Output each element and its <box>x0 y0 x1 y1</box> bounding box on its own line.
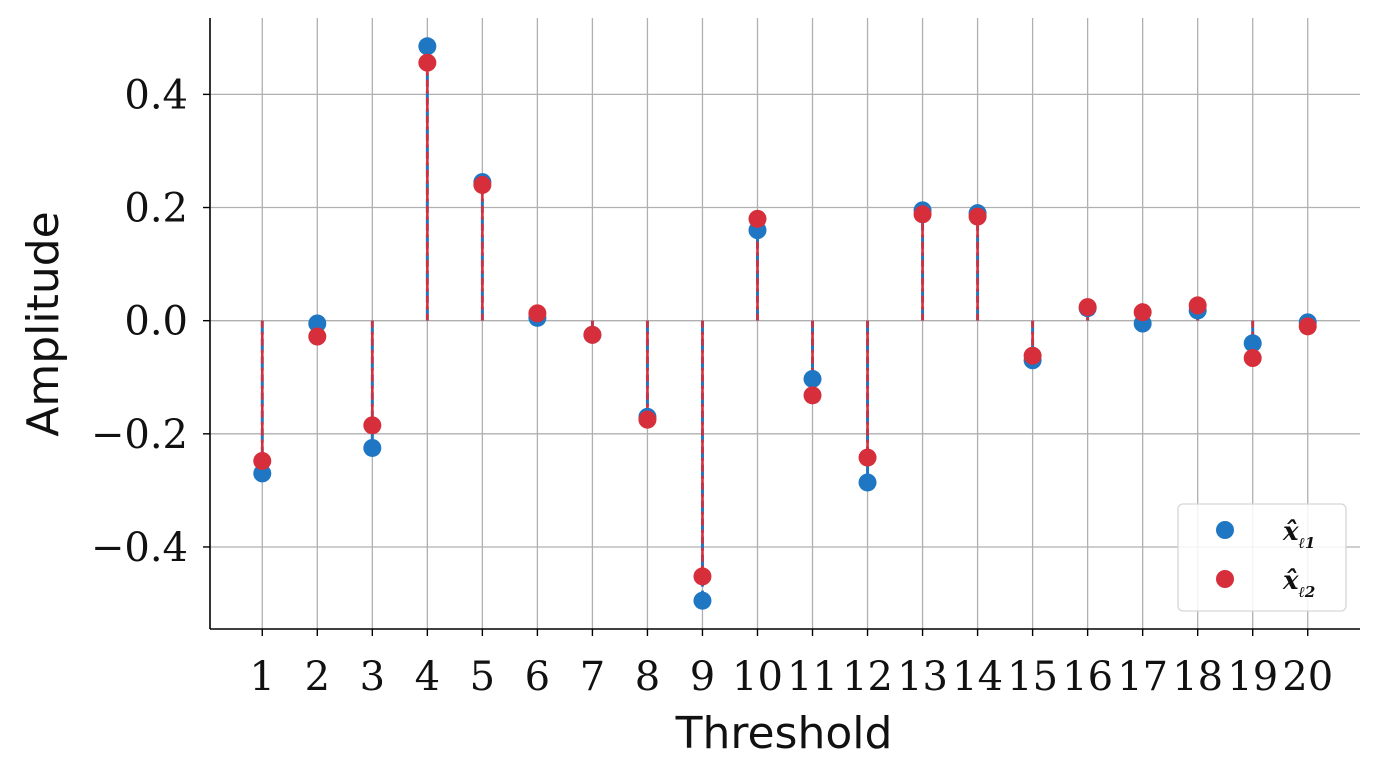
marker-l2-19 <box>1243 349 1262 368</box>
marker-l2-18 <box>1188 296 1207 315</box>
marker-l2-10 <box>748 209 767 228</box>
y-axis-label: Amplitude <box>18 211 69 436</box>
legend-marker-l1 <box>1216 521 1234 539</box>
x-tick-label-15: 15 <box>1007 654 1058 700</box>
legend-marker-l2 <box>1216 570 1234 588</box>
marker-l2-9 <box>693 567 712 586</box>
y-tick-label-2: 0.0 <box>124 299 188 345</box>
x-tick-label-1: 1 <box>250 654 275 700</box>
y-tick-label-4: 0.4 <box>124 72 188 118</box>
marker-l2-13 <box>913 205 932 224</box>
marker-l1-4 <box>418 37 437 56</box>
x-tick-label-5: 5 <box>470 654 495 700</box>
marker-l2-12 <box>858 448 877 467</box>
marker-l2-7 <box>583 325 602 344</box>
marker-l1-12 <box>858 473 877 492</box>
marker-l1-11 <box>803 369 822 388</box>
legend-label-l2: x̂ℓ2 <box>1282 566 1315 601</box>
marker-l2-2 <box>308 327 327 346</box>
x-tick-label-17: 17 <box>1117 654 1168 700</box>
x-tick-label-16: 16 <box>1062 654 1113 700</box>
marker-l2-4 <box>418 53 437 72</box>
marker-l1-9 <box>693 591 712 610</box>
marker-l2-3 <box>363 416 382 435</box>
marker-l2-15 <box>1023 346 1042 365</box>
x-tick-label-13: 13 <box>897 654 948 700</box>
marker-l1-2 <box>308 314 327 333</box>
marker-l2-11 <box>803 386 822 405</box>
y-tick-label-1: −0.2 <box>91 412 188 458</box>
marker-l1-1 <box>253 464 272 483</box>
x-tick-label-18: 18 <box>1172 654 1223 700</box>
x-tick-label-2: 2 <box>305 654 330 700</box>
x-tick-label-9: 9 <box>690 654 715 700</box>
marker-l2-16 <box>1078 298 1097 317</box>
x-tick-label-8: 8 <box>635 654 660 700</box>
marker-l2-20 <box>1298 317 1317 336</box>
x-axis-label: Threshold <box>675 708 893 759</box>
marker-l2-8 <box>638 410 657 429</box>
x-tick-label-20: 20 <box>1282 654 1333 700</box>
marker-l2-17 <box>1133 303 1152 322</box>
marker-l2-1 <box>253 451 272 470</box>
marker-l2-14 <box>968 207 987 226</box>
legend-frame <box>1177 503 1347 612</box>
stems <box>260 46 1310 601</box>
tick-labels: 1 2 3 4 5 6 7 8 9 10 11 12 13 14 15 16 17 18 19 20−0.4−0.20… <box>91 72 1333 700</box>
marker-l1-3 <box>363 438 382 457</box>
x-tick-label-10: 10 <box>732 654 783 700</box>
x-tick-label-4: 4 <box>415 654 440 700</box>
legend-label-l1: x̂ℓ1 <box>1282 517 1315 552</box>
x-tick-label-11: 11 <box>787 654 838 700</box>
axes <box>203 18 1360 636</box>
marker-l1-19 <box>1243 334 1262 353</box>
x-tick-label-6: 6 <box>525 654 550 700</box>
x-tick-label-7: 7 <box>580 654 605 700</box>
grid <box>210 18 1360 629</box>
legend: x̂ℓ1 x̂ℓ2 <box>1177 503 1347 612</box>
x-tick-label-3: 3 <box>360 654 385 700</box>
x-tick-label-12: 12 <box>842 654 893 700</box>
marker-l2-6 <box>528 304 547 323</box>
x-tick-label-19: 19 <box>1227 654 1278 700</box>
y-tick-label-3: 0.2 <box>124 186 188 232</box>
markers <box>253 37 1317 610</box>
y-tick-label-0: −0.4 <box>91 525 188 571</box>
marker-l2-5 <box>473 175 492 194</box>
x-tick-label-14: 14 <box>952 654 1003 700</box>
